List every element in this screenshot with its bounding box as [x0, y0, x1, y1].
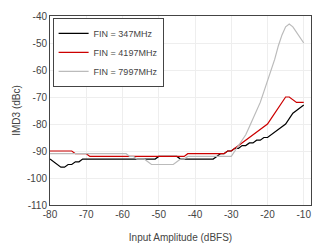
- svg-text:-70: -70: [33, 92, 48, 103]
- svg-text:-100: -100: [27, 173, 47, 184]
- svg-text:-60: -60: [33, 65, 48, 76]
- svg-text:FIN = 4197MHz: FIN = 4197MHz: [94, 48, 158, 58]
- svg-text:-40: -40: [33, 11, 48, 22]
- svg-text:-70: -70: [79, 209, 94, 220]
- svg-text:FIN = 347MHz: FIN = 347MHz: [94, 29, 153, 39]
- svg-text:FIN = 7997MHz: FIN = 7997MHz: [94, 67, 158, 77]
- svg-text:IMD3 (dBc): IMD3 (dBc): [11, 85, 22, 136]
- svg-text:Input Amplitude (dBFS): Input Amplitude (dBFS): [129, 232, 232, 243]
- svg-text:-40: -40: [188, 209, 203, 220]
- svg-text:-90: -90: [33, 146, 48, 157]
- svg-text:-10: -10: [297, 209, 312, 220]
- svg-text:-60: -60: [115, 209, 130, 220]
- svg-text:-80: -80: [33, 119, 48, 130]
- svg-text:-50: -50: [33, 38, 48, 49]
- svg-text:-110: -110: [28, 200, 48, 211]
- svg-text:-30: -30: [224, 209, 239, 220]
- svg-text:-20: -20: [260, 209, 275, 220]
- svg-text:-50: -50: [152, 209, 167, 220]
- svg-text:-80: -80: [43, 209, 58, 220]
